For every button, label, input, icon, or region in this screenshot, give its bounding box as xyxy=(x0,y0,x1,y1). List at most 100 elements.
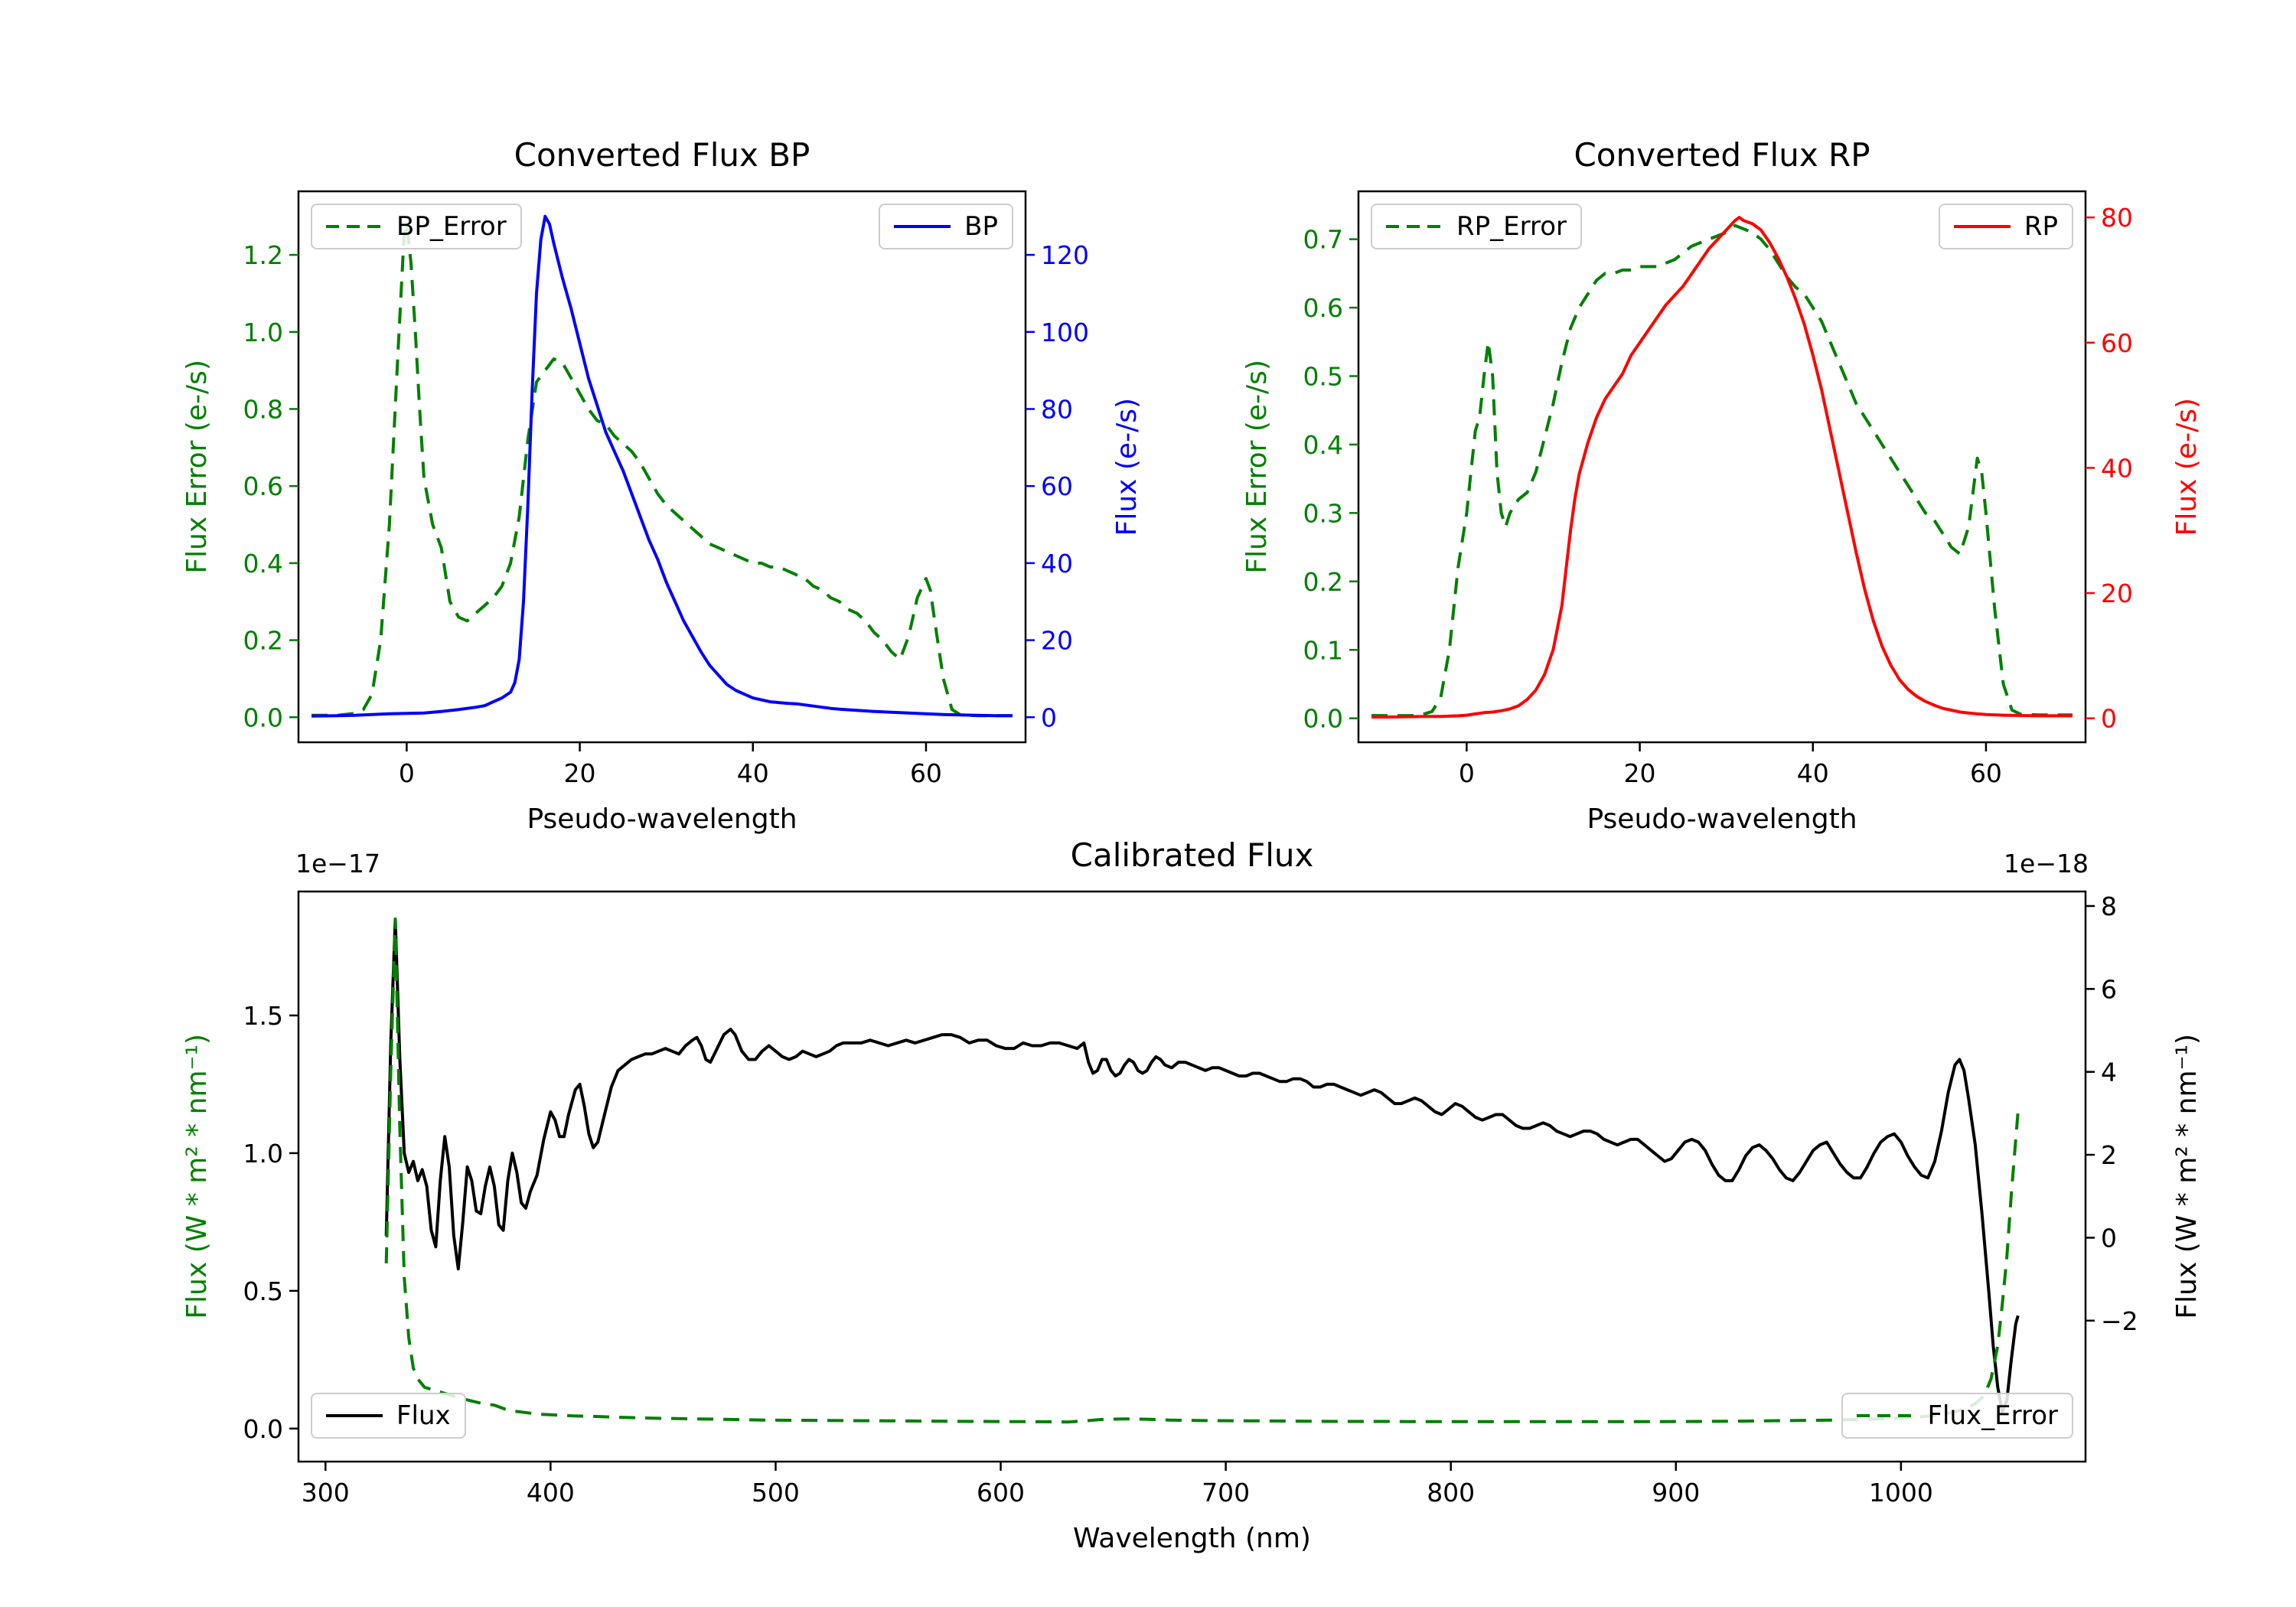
left-tick-label: 0.0 xyxy=(243,1414,283,1444)
subplot-converted-flux-rp: Converted Flux RP Flux Error (e-/s) Flux… xyxy=(1241,136,2203,835)
left-tick-label: 0.0 xyxy=(243,702,283,732)
x-tick-label: 40 xyxy=(1797,758,1829,788)
right-tick-label: 8 xyxy=(2101,892,2117,921)
left-tick-label: 0.8 xyxy=(243,394,283,424)
left-tick-label: 1.2 xyxy=(243,240,283,270)
axes-frame xyxy=(297,890,2087,1463)
series-BP xyxy=(311,214,1013,718)
legend-bp: BP xyxy=(879,204,1013,249)
legend-line-sample xyxy=(326,1414,383,1417)
calibrated-x-axis-label: Wavelength (nm) xyxy=(1073,1523,1311,1554)
right-tick-label: 40 xyxy=(2101,453,2133,483)
subplot-calibrated-flux: Calibrated Flux 1e−17 1e−18 Flux (W * m²… xyxy=(181,836,2203,1554)
legend-rp_error: RP_Error xyxy=(1371,204,1583,249)
legend-label: RP_Error xyxy=(1456,211,1567,242)
series-Flux xyxy=(384,918,2020,1414)
right-tick-label: 0 xyxy=(2101,704,2117,734)
left-tick-label: 0.6 xyxy=(243,471,283,501)
x-tick-label: 20 xyxy=(564,758,596,788)
bp-left-axis-label-wrap: Flux Error (e-/s) xyxy=(181,191,213,742)
right-tick-label: −2 xyxy=(2101,1306,2138,1336)
right-tick-label: 4 xyxy=(2101,1058,2117,1087)
x-tick-label: 0 xyxy=(399,758,415,788)
calibrated-right-axis-label: Flux (W * m² * nm⁻¹) xyxy=(2171,1034,2203,1319)
left-tick-label: 0.3 xyxy=(1303,498,1343,528)
axes-frame xyxy=(297,190,1027,744)
calibrated-right-axis-label-wrap: Flux (W * m² * nm⁻¹) xyxy=(2171,892,2203,1462)
bp-plot-area: 0 20 40 60 0.0 0.2 0.4 0.6 0.8 1.0 1.2 0 20 40 60 80 100… xyxy=(243,190,1089,788)
right-tick-label: 0 xyxy=(2101,1223,2117,1253)
rp-left-axis-label: Flux Error (e-/s) xyxy=(1241,360,1273,574)
x-tick-label: 900 xyxy=(1652,1478,1700,1508)
legend-line-sample xyxy=(1386,225,1443,228)
series-Flux_Error xyxy=(384,918,2020,1424)
right-tick-label: 60 xyxy=(2101,328,2133,358)
bp-right-axis-label-wrap: Flux (e-/s) xyxy=(1111,191,1143,742)
right-tick-label: 20 xyxy=(2101,579,2133,608)
plot-svg: 0 20 40 60 0.0 0.1 0.2 0.3 0.4 0.5 0.6 0.7 0 20 40 60 80 xyxy=(1303,190,2133,788)
bp-right-axis-label: Flux (e-/s) xyxy=(1111,397,1143,536)
legend-bp_error: BP_Error xyxy=(311,204,522,249)
x-tick-label: 40 xyxy=(737,758,769,788)
legend-label: RP xyxy=(2024,211,2058,242)
right-tick-label: 120 xyxy=(1041,240,1089,270)
right-tick-label: 6 xyxy=(2101,974,2117,1004)
rp-right-axis-label: Flux (e-/s) xyxy=(2171,397,2203,536)
axes-frame xyxy=(1357,190,2087,744)
left-tick-label: 0.6 xyxy=(1303,293,1343,323)
series-BP_Error xyxy=(311,222,1013,718)
left-axis-offset-exponent: 1e−17 xyxy=(295,849,380,878)
legend-label: Flux xyxy=(396,1400,451,1431)
x-tick-label: 60 xyxy=(1970,758,2002,788)
left-tick-label: 0.5 xyxy=(1303,361,1343,391)
legend-line-sample xyxy=(894,225,951,228)
calibrated-title: Calibrated Flux xyxy=(1070,836,1314,874)
calibrated-left-axis-label-wrap: Flux (W * m² * nm⁻¹) xyxy=(181,892,213,1462)
left-tick-label: 0.7 xyxy=(1303,225,1343,255)
x-tick-label: 500 xyxy=(752,1478,800,1508)
legend-rp: RP xyxy=(1938,204,2073,249)
bp-left-axis-label: Flux Error (e-/s) xyxy=(181,360,213,574)
left-tick-label: 0.4 xyxy=(243,549,283,579)
legend-flux: Flux xyxy=(311,1393,466,1439)
left-tick-label: 0.2 xyxy=(1303,567,1343,597)
legend-label: BP_Error xyxy=(396,211,507,242)
right-tick-label: 40 xyxy=(1041,549,1073,579)
legend-line-sample xyxy=(1953,225,2011,228)
legend-line-sample xyxy=(326,225,383,228)
left-tick-label: 0.5 xyxy=(243,1276,283,1306)
series-RP_Error xyxy=(1371,223,2073,718)
right-tick-label: 80 xyxy=(2101,203,2133,233)
left-tick-label: 0.0 xyxy=(1303,704,1343,734)
right-tick-label: 2 xyxy=(2101,1140,2117,1170)
right-tick-label: 60 xyxy=(1041,471,1073,501)
series-RP xyxy=(1371,216,2073,719)
left-tick-label: 1.0 xyxy=(243,1139,283,1169)
subplot-converted-flux-bp: Converted Flux BP Flux Error (e-/s) Flux… xyxy=(181,136,1143,835)
legend-label: BP xyxy=(964,211,998,242)
rp-right-axis-label-wrap: Flux (e-/s) xyxy=(2171,191,2203,742)
x-tick-label: 20 xyxy=(1624,758,1656,788)
x-tick-label: 400 xyxy=(527,1478,575,1508)
rp-x-axis-label: Pseudo-wavelength xyxy=(1587,804,1857,835)
right-tick-label: 0 xyxy=(1041,702,1057,732)
left-tick-label: 0.4 xyxy=(1303,430,1343,460)
calibrated-plot-area: 300 400 500 600 700 800 900 1000 0.0 0.5 1.0 1.5 −2 0… xyxy=(243,890,2138,1508)
plot-svg: 0 20 40 60 0.0 0.2 0.4 0.6 0.8 1.0 1.2 0 20 40 60 80 100… xyxy=(243,190,1089,788)
x-tick-label: 0 xyxy=(1459,758,1475,788)
x-tick-label: 600 xyxy=(977,1478,1025,1508)
x-tick-label: 800 xyxy=(1427,1478,1475,1508)
legend-line-sample xyxy=(1857,1414,1914,1417)
plot-svg: 300 400 500 600 700 800 900 1000 0.0 0.5 1.0 1.5 −2 0… xyxy=(243,890,2138,1508)
right-tick-label: 20 xyxy=(1041,626,1073,656)
x-tick-label: 60 xyxy=(910,758,942,788)
x-tick-label: 1000 xyxy=(1869,1478,1933,1508)
rp-plot-area: 0 20 40 60 0.0 0.1 0.2 0.3 0.4 0.5 0.6 0.7 0 20 40 60 80… xyxy=(1303,190,2133,788)
x-tick-label: 700 xyxy=(1202,1478,1250,1508)
right-tick-label: 100 xyxy=(1041,318,1089,347)
left-tick-label: 1.0 xyxy=(243,318,283,347)
x-tick-label: 300 xyxy=(302,1478,350,1508)
legend-label: Flux_Error xyxy=(1927,1400,2058,1431)
bp-x-axis-label: Pseudo-wavelength xyxy=(527,804,797,835)
